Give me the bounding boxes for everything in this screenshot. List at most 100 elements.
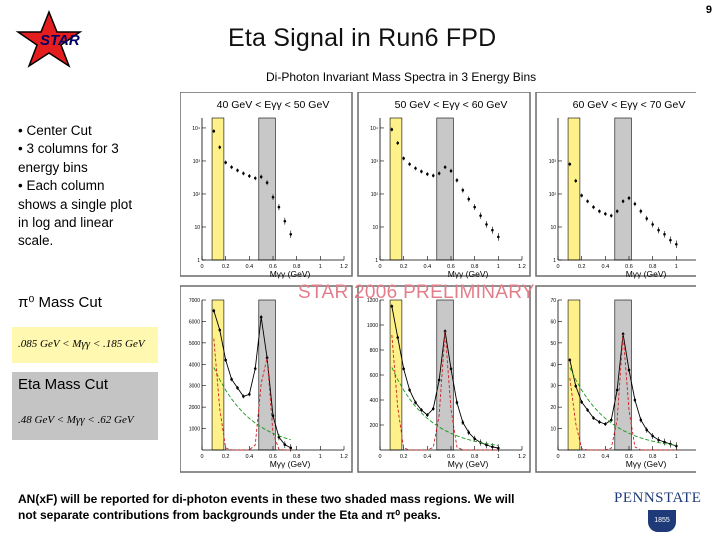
y-tick-label: 3000 <box>189 384 200 390</box>
bullet-line: energy bins <box>18 159 88 175</box>
y-tick-label: 20 <box>550 405 556 411</box>
data-point <box>598 209 601 213</box>
slide-subtitle: Di-Photon Invariant Mass Spectra in 3 En… <box>266 70 537 84</box>
chart-panel: 0 0.2 0.4 0.6 0.8 1 1.2 200 400 600 800 1000 1200 Mγγ… <box>367 298 526 469</box>
x-axis-label: Mγγ (GeV) <box>448 269 489 279</box>
y-tick-label: 7000 <box>189 298 200 304</box>
footer-note: AN(xF) will be reported for di-photon ev… <box>18 491 598 523</box>
y-tick-label: 10⁴ <box>370 126 378 132</box>
footer-line-2: not separate contributions from backgrou… <box>18 508 441 522</box>
x-tick-label: 0.8 <box>293 454 301 460</box>
y-tick-label: 10³ <box>371 159 379 165</box>
x-tick-label: 0.8 <box>649 264 657 270</box>
pi0-band <box>567 117 581 261</box>
data-point <box>645 217 649 220</box>
x-tick-label: 1.2 <box>340 454 348 460</box>
x-tick-label: 0.8 <box>471 264 479 270</box>
x-tick-label: 0.6 <box>447 454 455 460</box>
data-point <box>248 174 251 178</box>
chart-panel: 0 0.2 0.4 0.6 0.8 1 1.2 1 10 10² 10³ 10⁴ 40 GeV < Eγ… <box>192 99 348 279</box>
panel-title: 50 GeV < Eγγ < 60 GeV <box>395 99 508 111</box>
x-tick-label: 0 <box>556 454 559 460</box>
data-point <box>568 162 572 166</box>
slide-title: Eta Signal in Run6 FPD <box>228 24 497 52</box>
y-tick-label: 1 <box>553 258 556 264</box>
y-tick-label: 2000 <box>189 405 200 411</box>
y-tick-label: 800 <box>370 348 379 354</box>
star-logo-icon <box>15 10 83 68</box>
y-tick-label: 10² <box>371 192 379 198</box>
x-tick-label: 0.2 <box>578 454 586 460</box>
chart-panel: 00.20.40.60.811.211010²10³60 GeV < Eγγ <… <box>549 99 696 279</box>
footer-line-1: AN(xF) will be reported for di-photon ev… <box>18 492 515 506</box>
pi0-cut-box: .085 GeV < Mγγ < .185 GeV <box>12 327 158 363</box>
bullet-line: • Each column <box>18 178 105 194</box>
eta-band <box>614 299 632 451</box>
data-point <box>663 233 666 236</box>
x-tick-label: 0.2 <box>222 454 230 460</box>
pennstate-wordmark: PENNSTATE <box>614 490 702 506</box>
y-tick-label: 200 <box>370 423 379 429</box>
data-point <box>218 145 222 149</box>
data-point <box>497 446 500 450</box>
data-point <box>627 196 631 200</box>
y-tick-label: 40 <box>550 362 556 368</box>
bullet-line: • Center Cut <box>18 123 92 138</box>
x-tick-label: 0.4 <box>246 264 254 270</box>
y-tick-label: 10 <box>372 225 378 231</box>
y-tick-label: 10 <box>550 225 556 231</box>
eta-cut-formula: .48 GeV < Mγγ < .62 GeV <box>18 414 134 426</box>
data-point <box>259 175 263 179</box>
panel-title: 40 GeV < Eγγ < 50 GeV <box>217 99 330 111</box>
y-tick-label: 4000 <box>189 362 200 368</box>
data-point <box>604 212 607 216</box>
y-tick-label: 10² <box>193 192 201 198</box>
chart-panel: 00.20.40.60.811.210203040506070Mγγ (GeV) <box>550 298 696 469</box>
eta-band <box>614 117 632 261</box>
x-tick-label: 0.2 <box>400 264 408 270</box>
x-tick-label: 0.4 <box>424 264 432 270</box>
data-point <box>497 235 500 239</box>
y-tick-label: 1 <box>375 258 378 264</box>
y-tick-label: 10² <box>549 192 557 198</box>
x-tick-label: 0.8 <box>471 454 479 460</box>
x-tick-label: 0.2 <box>578 264 586 270</box>
x-axis-label: Mγγ (GeV) <box>270 459 311 469</box>
signal-fit-curve <box>569 333 677 451</box>
data-point <box>443 165 447 169</box>
data-point <box>277 205 281 209</box>
data-point <box>283 219 287 223</box>
bullet-line: scale. <box>18 233 54 249</box>
data-point <box>236 169 239 172</box>
x-tick-label: 1.2 <box>518 454 526 460</box>
data-point <box>242 172 245 175</box>
pi0-band <box>389 117 403 261</box>
pi0-band <box>211 117 225 261</box>
x-tick-label: 0.8 <box>293 264 301 270</box>
chart-panel: 0 0.2 0.4 0.6 0.8 1 1.2 1 10 10² 10³ 10⁴ 50 GeV < Eγ… <box>370 99 526 279</box>
eta-band <box>258 299 276 451</box>
x-tick-label: 0.6 <box>269 264 277 270</box>
x-tick-label: 0.4 <box>246 454 254 460</box>
y-tick-label: 30 <box>550 384 556 390</box>
eta-cut-label: Eta Mass Cut <box>18 376 109 393</box>
y-tick-label: 400 <box>370 398 379 404</box>
data-point <box>230 165 233 169</box>
pi0-cut-formula: .085 GeV < Mγγ < .185 GeV <box>18 338 145 350</box>
x-tick-label: 0 <box>556 264 559 270</box>
data-point <box>467 197 471 201</box>
background-fit-curve <box>391 367 499 446</box>
page-number: 9 <box>705 4 712 16</box>
preliminary-watermark: STAR 2006 PRELIMINARY <box>298 282 535 303</box>
data-point <box>437 172 441 175</box>
x-tick-label: 0.6 <box>269 454 277 460</box>
x-tick-label: 0.2 <box>400 454 408 460</box>
y-tick-label: 1000 <box>367 323 378 329</box>
data-point <box>289 233 293 236</box>
y-tick-label: 1000 <box>189 427 200 433</box>
data-point <box>449 169 453 173</box>
x-axis-label: Mγγ (GeV) <box>626 269 667 279</box>
data-point <box>633 202 637 206</box>
data-point <box>390 304 394 308</box>
data-point <box>651 223 654 226</box>
